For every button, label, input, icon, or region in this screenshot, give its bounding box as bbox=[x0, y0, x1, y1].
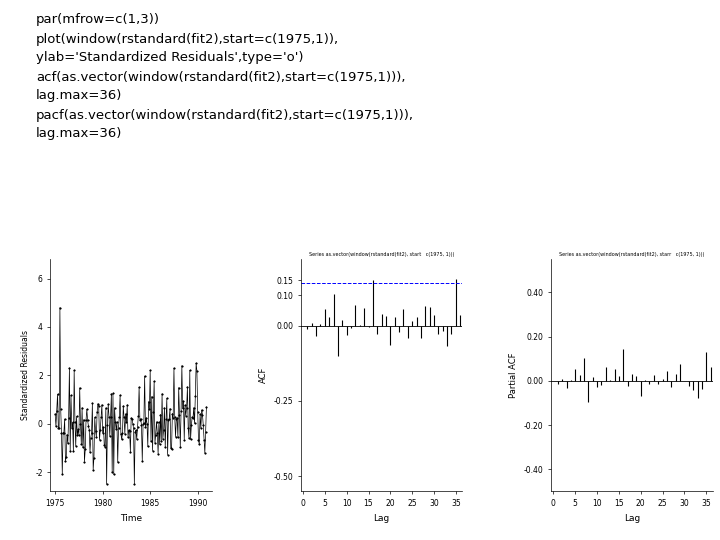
Title: Series as.vector(window(rstandard(fit2), starr   c(1975, 1))): Series as.vector(window(rstandard(fit2),… bbox=[559, 252, 705, 258]
Text: par(mfrow=c(1,3))
plot(window(rstandard(fit2),start=c(1975,1)),
ylab='Standardiz: par(mfrow=c(1,3)) plot(window(rstandard(… bbox=[36, 14, 414, 140]
Y-axis label: ACF: ACF bbox=[259, 367, 268, 383]
Y-axis label: Partial ACF: Partial ACF bbox=[509, 353, 518, 398]
Title: Series as.vector(window(rstandard(fit2), start   c(1975, 1))): Series as.vector(window(rstandard(fit2),… bbox=[309, 252, 454, 258]
X-axis label: Time: Time bbox=[120, 514, 143, 523]
Y-axis label: Standardized Residuals: Standardized Residuals bbox=[21, 330, 30, 420]
X-axis label: Lag: Lag bbox=[374, 514, 390, 523]
X-axis label: Lag: Lag bbox=[624, 514, 640, 523]
